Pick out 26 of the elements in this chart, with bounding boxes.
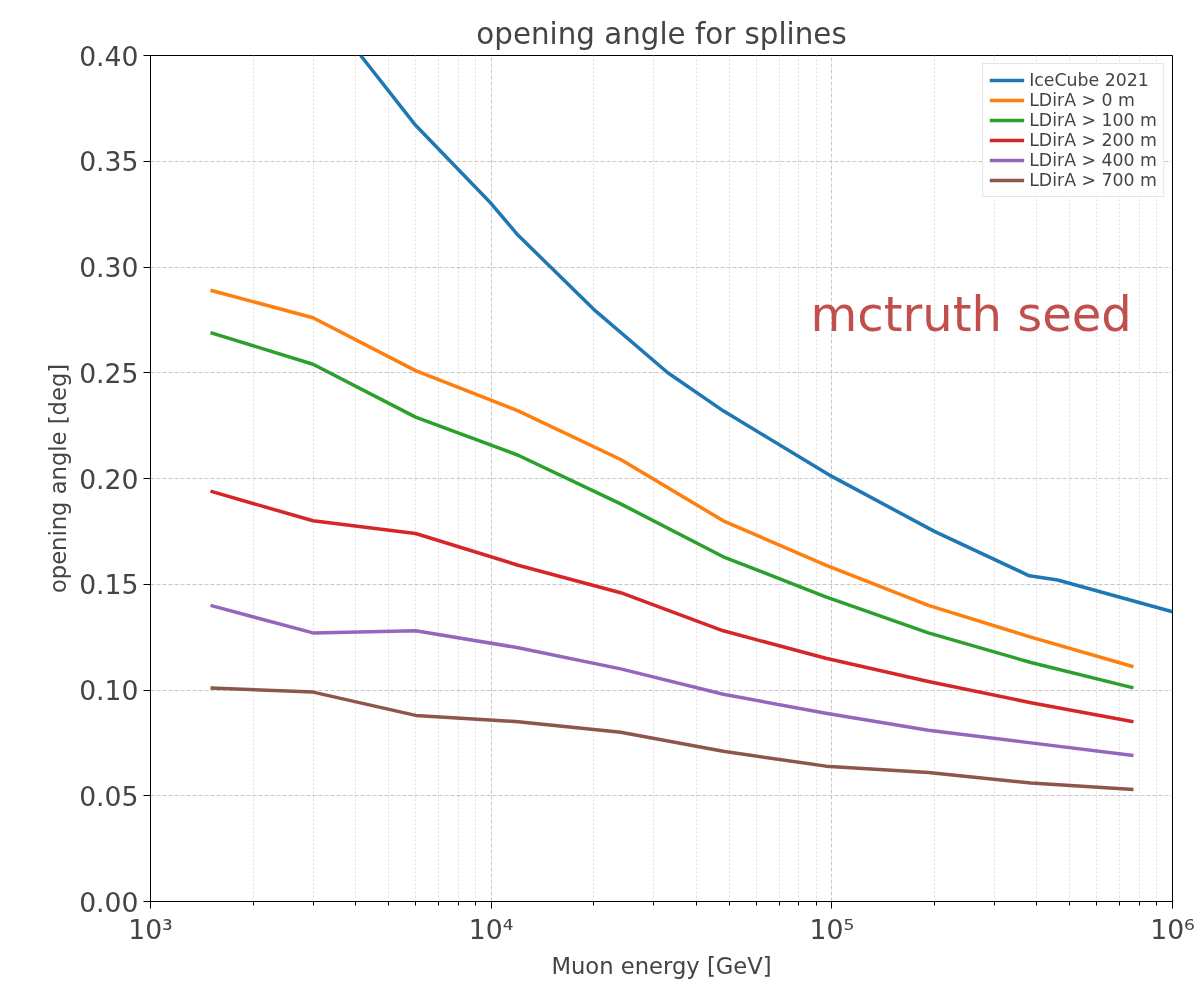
annotation: mctruth seed — [810, 285, 1132, 342]
y-tick-label: 0.15 — [79, 569, 139, 601]
legend-label: LDirA > 0 m — [1029, 90, 1135, 110]
y-tick-label: 0.30 — [79, 252, 139, 283]
line-series — [208, 686, 1136, 792]
y-tick-label: 0.05 — [79, 780, 139, 812]
chart-title: opening angle for splines — [476, 16, 847, 51]
y-tick-label: 0.40 — [79, 40, 139, 72]
line-series — [208, 489, 1136, 724]
legend-label: LDirA > 700 m — [1029, 170, 1157, 190]
legend-label: LDirA > 100 m — [1029, 110, 1157, 130]
line-series — [208, 288, 1136, 669]
y-axis-title: opening angle [deg] — [45, 363, 72, 594]
x-tick-label: 10⁶ — [1150, 913, 1195, 945]
x-axis-title: Muon energy [GeV] — [551, 952, 772, 979]
y-tick-label: 0.25 — [79, 357, 139, 389]
y-tick-label: 0.20 — [79, 463, 139, 495]
line-series — [208, 603, 1136, 758]
legend-label: LDirA > 200 m — [1029, 130, 1157, 150]
y-tick-label: 0.35 — [79, 146, 139, 178]
y-tick-label: 0.10 — [79, 675, 139, 706]
x-tick-label: 10⁴ — [468, 913, 514, 945]
x-tick-label: 10⁵ — [809, 913, 855, 945]
legend-label: IceCube 2021 — [1029, 70, 1149, 90]
line-series — [208, 330, 1136, 690]
legend-label: LDirA > 400 m — [1029, 150, 1157, 170]
